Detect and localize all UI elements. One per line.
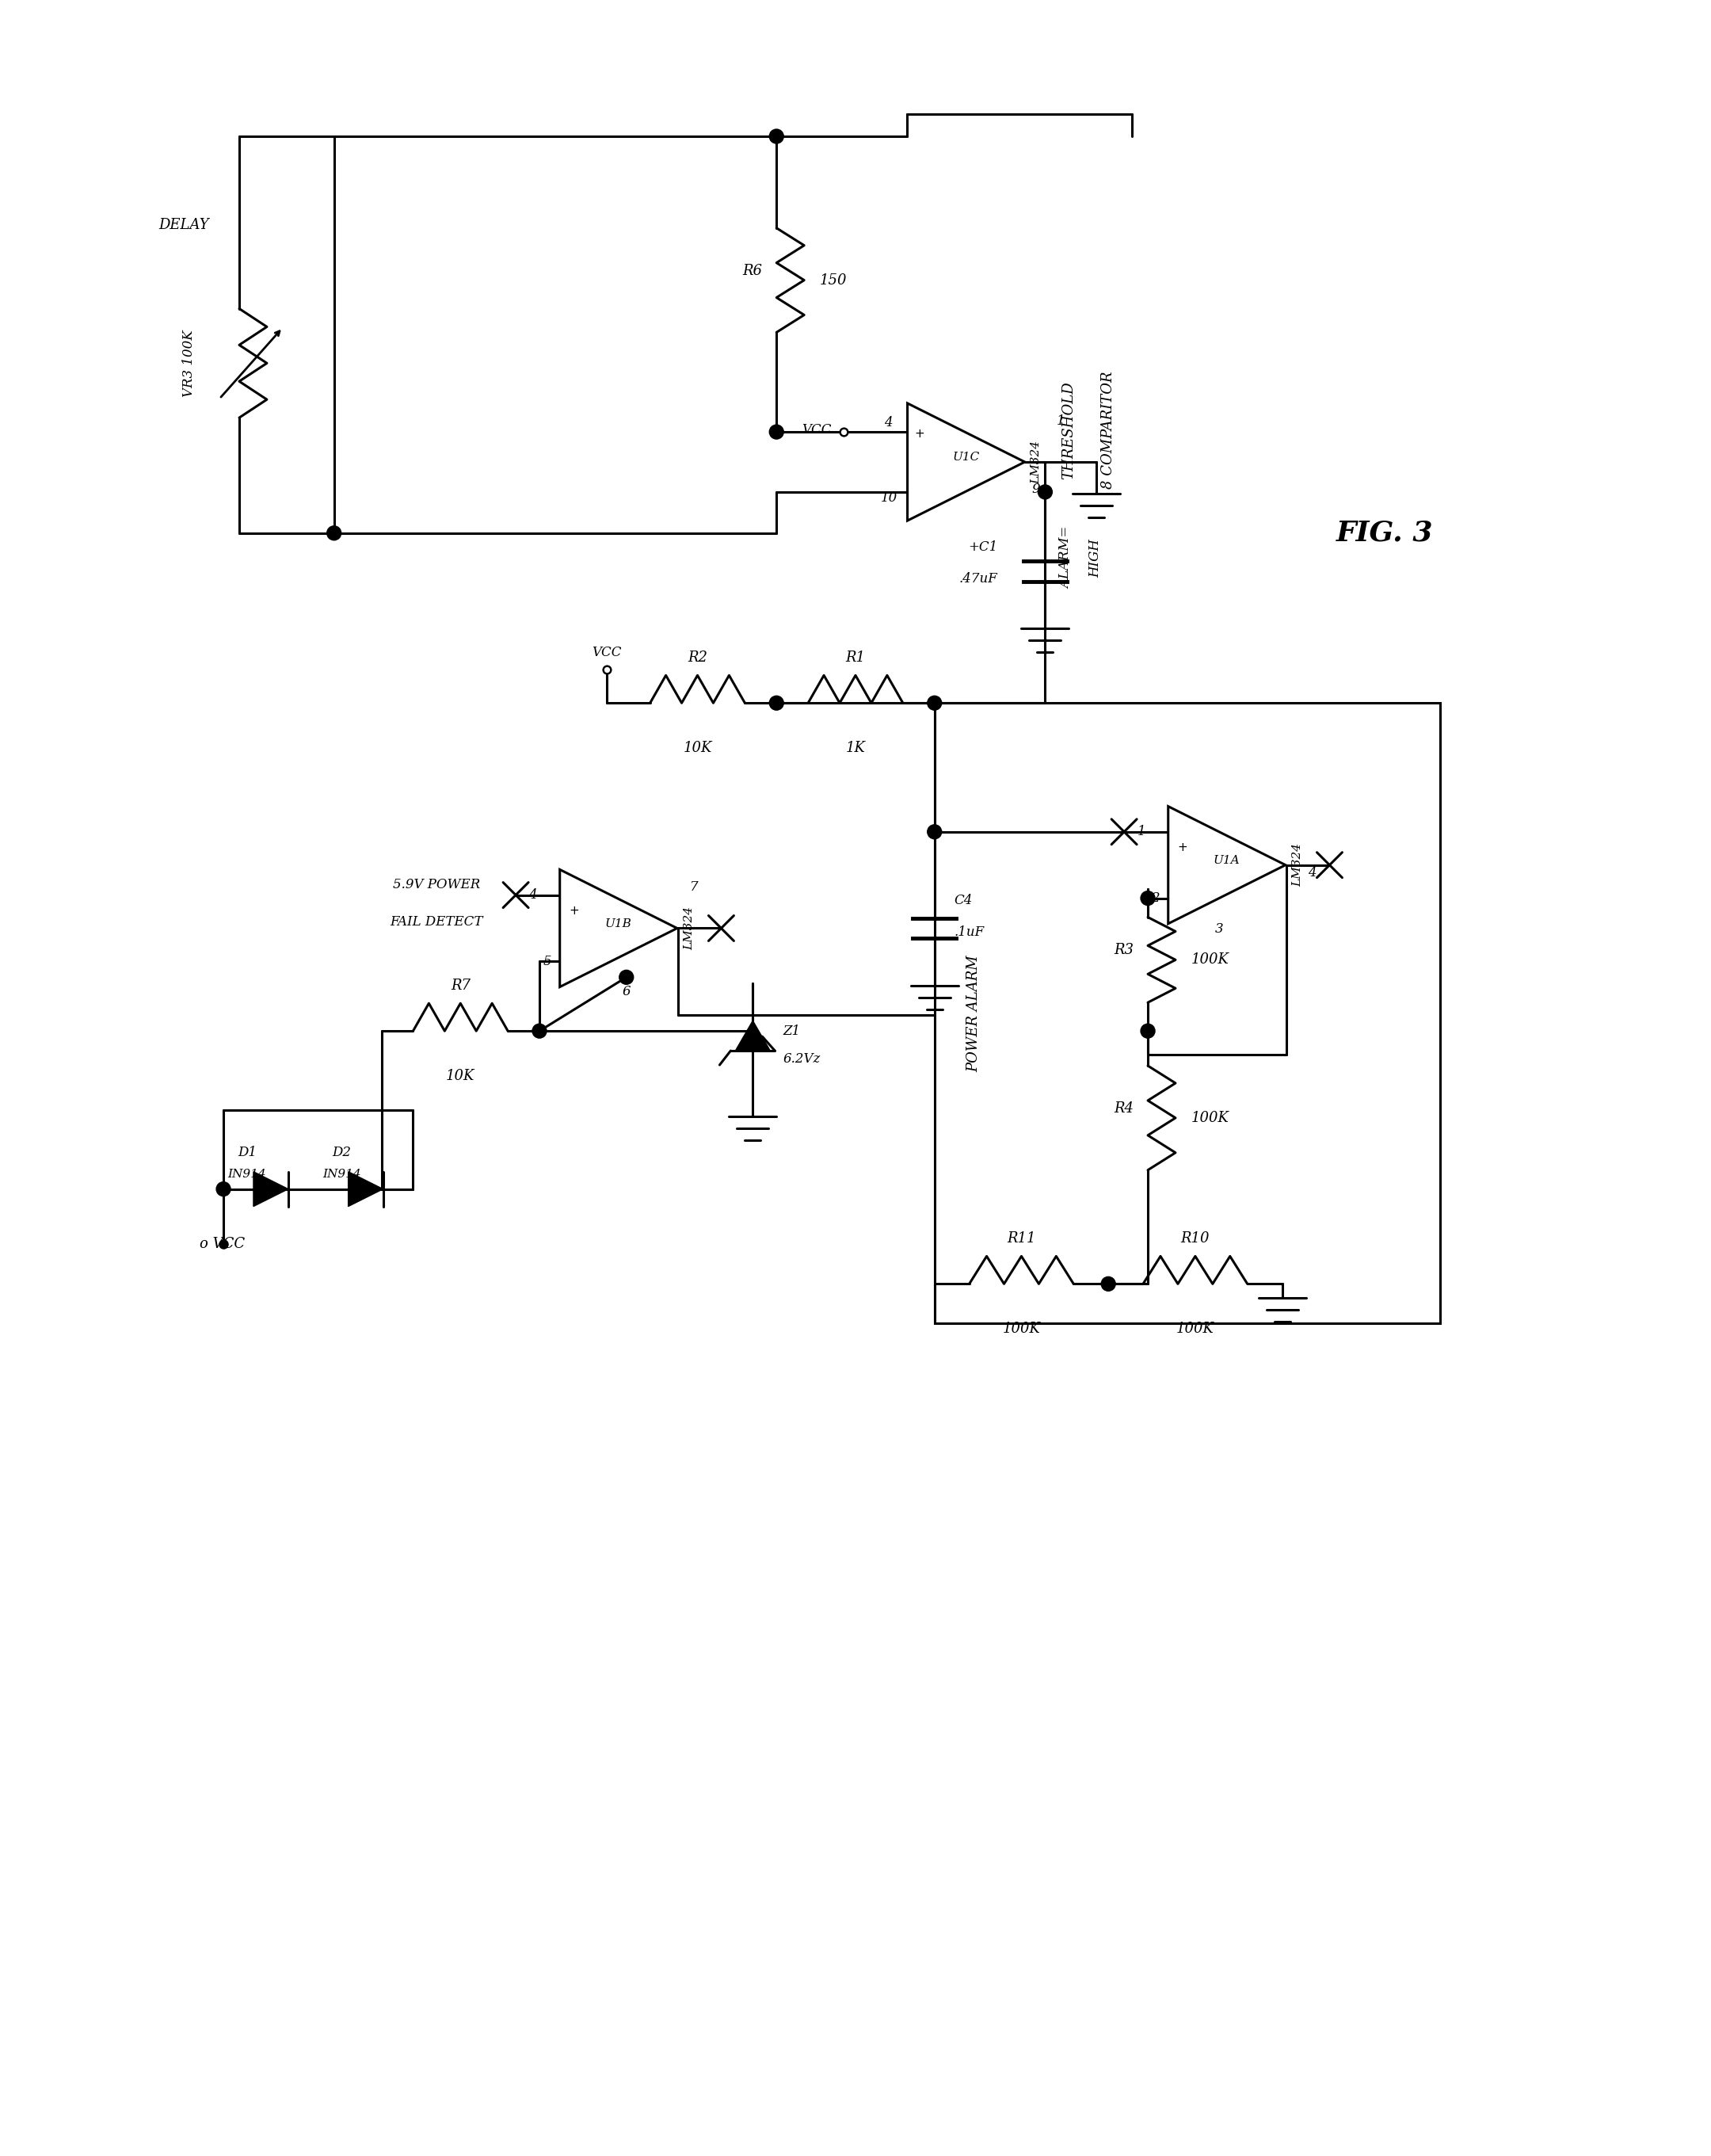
Text: 100K: 100K xyxy=(1191,953,1228,968)
Text: C4: C4 xyxy=(955,895,974,908)
Text: LM324: LM324 xyxy=(1292,843,1302,886)
Circle shape xyxy=(927,826,941,839)
Circle shape xyxy=(216,1181,231,1197)
Circle shape xyxy=(770,129,784,144)
Text: HIGH: HIGH xyxy=(1088,539,1102,578)
Circle shape xyxy=(327,526,340,541)
Text: U1C: U1C xyxy=(953,451,980,464)
Text: 1: 1 xyxy=(1138,826,1145,839)
Text: D1: D1 xyxy=(238,1145,257,1160)
Text: o VCC: o VCC xyxy=(200,1238,245,1250)
Circle shape xyxy=(619,970,633,985)
Text: 4: 4 xyxy=(885,416,893,429)
Text: VCC: VCC xyxy=(802,423,832,436)
Text: Z1: Z1 xyxy=(784,1024,801,1037)
Text: .1uF: .1uF xyxy=(955,925,984,938)
Text: VR3 100K: VR3 100K xyxy=(183,330,195,397)
Text: R2: R2 xyxy=(688,651,707,664)
Text: IN914: IN914 xyxy=(228,1169,267,1179)
Text: 10K: 10K xyxy=(447,1069,476,1082)
Circle shape xyxy=(770,425,784,440)
Text: 8 COMPARITOR: 8 COMPARITOR xyxy=(1102,371,1116,489)
Text: 4: 4 xyxy=(529,888,537,901)
Text: POWER ALARM: POWER ALARM xyxy=(967,955,980,1072)
Text: U1A: U1A xyxy=(1213,854,1240,867)
Text: +: + xyxy=(1177,841,1187,854)
Circle shape xyxy=(1102,1276,1116,1291)
Text: R3: R3 xyxy=(1114,942,1134,957)
Text: .47uF: .47uF xyxy=(960,571,998,586)
Text: +: + xyxy=(915,427,926,440)
Text: 1K: 1K xyxy=(845,742,866,755)
Text: FIG. 3: FIG. 3 xyxy=(1336,520,1434,545)
Text: R10: R10 xyxy=(1181,1231,1210,1246)
Text: VCC: VCC xyxy=(592,647,621,660)
Text: 5.9V POWER: 5.9V POWER xyxy=(394,877,481,890)
Text: IN914: IN914 xyxy=(323,1169,361,1179)
Text: U1B: U1B xyxy=(606,918,631,929)
Polygon shape xyxy=(736,1020,770,1050)
Text: THRESHOLD: THRESHOLD xyxy=(1063,382,1076,479)
Text: +C1: +C1 xyxy=(968,541,998,554)
Text: 100K: 100K xyxy=(1191,1110,1228,1125)
Text: 10: 10 xyxy=(881,492,897,505)
Text: DELAY: DELAY xyxy=(159,218,209,233)
Circle shape xyxy=(1039,485,1052,498)
Text: LM324: LM324 xyxy=(683,906,695,951)
Text: 2: 2 xyxy=(1152,890,1160,906)
Text: 5: 5 xyxy=(542,955,551,968)
Text: 7: 7 xyxy=(690,880,698,895)
Text: R6: R6 xyxy=(743,263,763,278)
Text: 100K: 100K xyxy=(1175,1322,1215,1337)
Text: 9: 9 xyxy=(1032,483,1040,496)
Circle shape xyxy=(927,696,941,709)
Text: 10K: 10K xyxy=(683,742,712,755)
Text: 1: 1 xyxy=(1057,414,1066,427)
Text: +: + xyxy=(568,906,578,916)
Text: R4: R4 xyxy=(1114,1102,1134,1115)
Text: R1: R1 xyxy=(845,651,866,664)
Circle shape xyxy=(770,696,784,709)
Circle shape xyxy=(1141,890,1155,906)
Text: 4: 4 xyxy=(1309,867,1317,880)
Text: FAIL DETECT: FAIL DETECT xyxy=(390,914,483,929)
Text: R7: R7 xyxy=(450,979,471,994)
Circle shape xyxy=(532,1024,546,1037)
Polygon shape xyxy=(253,1171,287,1207)
Text: D2: D2 xyxy=(332,1145,351,1160)
Text: LM324: LM324 xyxy=(1032,440,1042,483)
Text: 3: 3 xyxy=(1215,923,1223,936)
Text: 100K: 100K xyxy=(1003,1322,1040,1337)
Text: 150: 150 xyxy=(820,274,847,287)
Text: ALARM=: ALARM= xyxy=(1059,526,1073,589)
Circle shape xyxy=(1141,1024,1155,1037)
Text: 6.2Vz: 6.2Vz xyxy=(784,1052,820,1065)
Text: R11: R11 xyxy=(1008,1231,1035,1246)
Polygon shape xyxy=(349,1171,383,1207)
Text: 6: 6 xyxy=(623,985,631,998)
